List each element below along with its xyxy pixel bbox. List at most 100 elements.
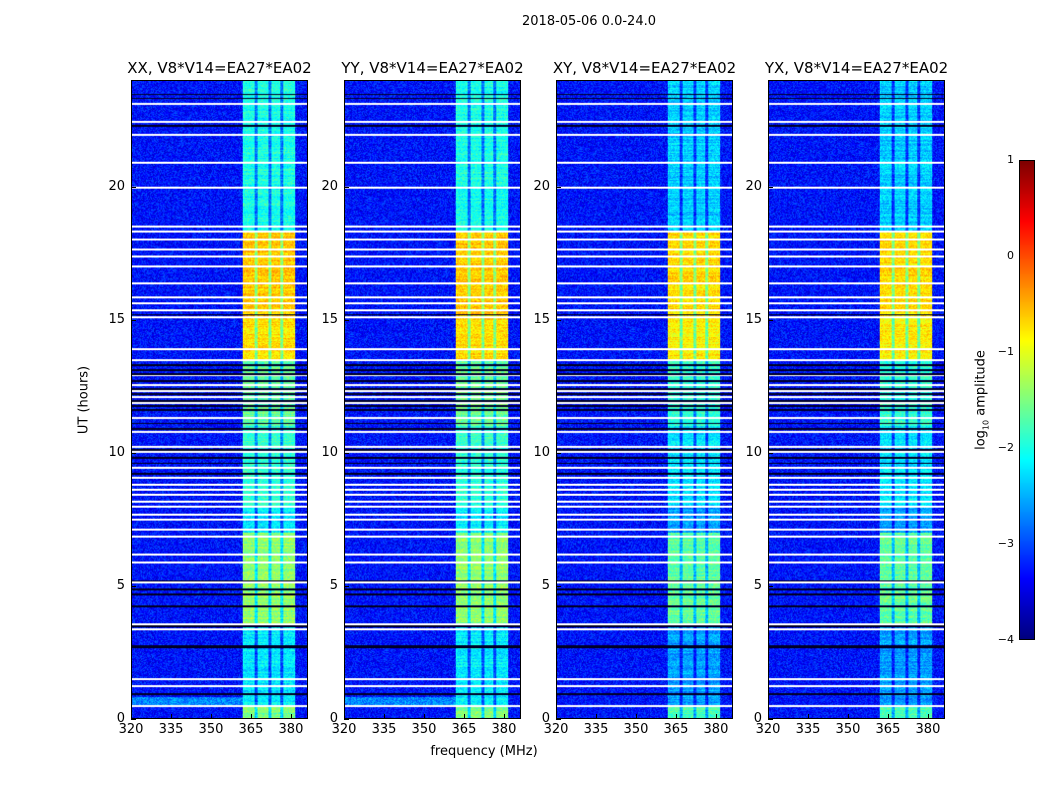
x-tick-mark <box>847 714 849 719</box>
y-tick-label: 15 <box>533 311 550 327</box>
x-tick-label: 380 <box>915 722 941 737</box>
y-tick-mark <box>131 719 136 720</box>
y-tick-mark <box>131 452 136 454</box>
x-tick-label: 365 <box>238 722 264 737</box>
y-tick-label: 0 <box>329 711 338 726</box>
y-tick-label: 0 <box>116 711 125 726</box>
y-tick-label: 20 <box>321 178 338 194</box>
x-tick-label: 365 <box>875 722 901 737</box>
y-tick-mark <box>344 452 349 454</box>
x-tick-label: 335 <box>583 722 609 737</box>
x-tick-label: 365 <box>663 722 689 737</box>
x-tick-label: 335 <box>371 722 397 737</box>
panel-title: YY, V8*V14=EA27*EA02 <box>341 59 524 77</box>
x-tick-label: 380 <box>278 722 304 737</box>
y-axis-label: UT (hours) <box>76 365 92 435</box>
y-tick-mark <box>344 319 349 321</box>
x-tick-mark <box>290 714 292 719</box>
x-tick-mark <box>383 714 385 719</box>
x-tick-mark <box>170 714 172 719</box>
y-tick-label: 5 <box>541 577 550 593</box>
x-axis-label: frequency (MHz) <box>430 744 538 759</box>
waterfall-panel <box>344 80 521 719</box>
y-tick-label: 20 <box>745 178 762 194</box>
waterfall-image <box>557 81 732 718</box>
y-tick-label: 15 <box>108 311 125 327</box>
y-tick-mark <box>556 585 561 587</box>
colorbar-tick-label: −1 <box>997 345 1014 358</box>
colorbar-tick-label: 0 <box>1007 249 1014 262</box>
x-tick-label: 350 <box>411 722 437 737</box>
y-tick-label: 0 <box>541 711 550 726</box>
colorbar <box>1019 160 1035 640</box>
x-tick-mark <box>463 714 465 719</box>
x-tick-label: 365 <box>451 722 477 737</box>
y-tick-mark <box>768 719 773 720</box>
x-tick-mark <box>887 714 889 719</box>
x-tick-mark <box>927 714 929 719</box>
y-tick-mark <box>556 319 561 321</box>
x-tick-mark <box>715 714 717 719</box>
y-tick-mark <box>131 186 136 188</box>
y-tick-label: 15 <box>745 311 762 327</box>
x-tick-mark <box>635 714 637 719</box>
x-tick-mark <box>344 714 345 719</box>
y-tick-label: 10 <box>745 444 762 460</box>
x-tick-label: 380 <box>491 722 517 737</box>
x-tick-label: 335 <box>158 722 184 737</box>
x-tick-label: 350 <box>623 722 649 737</box>
x-tick-mark <box>131 714 132 719</box>
x-tick-mark <box>503 714 505 719</box>
y-tick-label: 10 <box>321 444 338 460</box>
y-tick-mark <box>556 719 561 720</box>
colorbar-tick-label: −3 <box>997 537 1014 550</box>
y-tick-mark <box>344 719 349 720</box>
y-tick-mark <box>768 319 773 321</box>
x-tick-mark <box>675 714 677 719</box>
x-tick-label: 320 <box>331 722 357 737</box>
waterfall-panel <box>556 80 733 719</box>
y-tick-label: 15 <box>321 311 338 327</box>
y-tick-label: 5 <box>329 577 338 593</box>
x-tick-label: 335 <box>795 722 821 737</box>
x-tick-mark <box>768 714 769 719</box>
y-tick-mark <box>344 186 349 188</box>
panel-title: XX, V8*V14=EA27*EA02 <box>127 59 312 77</box>
y-tick-label: 5 <box>116 577 125 593</box>
colorbar-tick-label: −4 <box>997 633 1014 646</box>
panel-title: XY, V8*V14=EA27*EA02 <box>552 59 737 77</box>
y-tick-label: 5 <box>753 577 762 593</box>
y-tick-mark <box>556 186 561 188</box>
x-tick-label: 320 <box>543 722 569 737</box>
waterfall-panel <box>768 80 945 719</box>
x-tick-mark <box>210 714 212 719</box>
x-tick-label: 350 <box>198 722 224 737</box>
y-tick-mark <box>768 585 773 587</box>
x-tick-label: 320 <box>118 722 144 737</box>
x-tick-mark <box>423 714 425 719</box>
x-tick-label: 350 <box>835 722 861 737</box>
waterfall-image <box>132 81 307 718</box>
y-tick-mark <box>768 186 773 188</box>
x-tick-label: 320 <box>755 722 781 737</box>
x-tick-mark <box>595 714 597 719</box>
y-tick-mark <box>556 452 561 454</box>
x-tick-mark <box>250 714 252 719</box>
y-tick-label: 10 <box>533 444 550 460</box>
colorbar-tick-label: −2 <box>997 441 1014 454</box>
colorbar-label: log10 amplitude <box>973 350 991 450</box>
panel-title: YX, V8*V14=EA27*EA02 <box>764 59 949 77</box>
y-tick-label: 20 <box>533 178 550 194</box>
waterfall-image <box>345 81 520 718</box>
x-tick-label: 380 <box>703 722 729 737</box>
y-tick-label: 10 <box>108 444 125 460</box>
figure-title: 2018-05-06 0.0-24.0 <box>522 14 656 29</box>
y-tick-label: 0 <box>753 711 762 726</box>
y-tick-mark <box>768 452 773 454</box>
y-tick-mark <box>344 585 349 587</box>
y-tick-label: 20 <box>108 178 125 194</box>
y-tick-mark <box>131 319 136 321</box>
y-tick-mark <box>131 585 136 587</box>
colorbar-tick-label: 1 <box>1007 153 1014 166</box>
